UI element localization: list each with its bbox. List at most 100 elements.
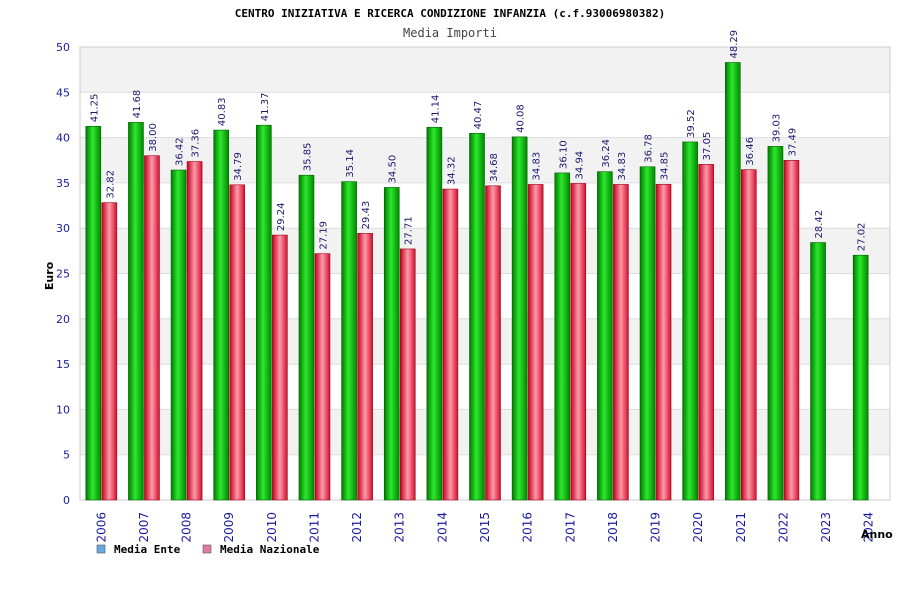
bar-media-ente — [724, 62, 741, 501]
bar-media-nazionale — [229, 184, 246, 501]
bar-media-nazionale — [783, 160, 800, 501]
bar-media-ente — [128, 122, 144, 501]
x-tick-label: 2019 — [649, 512, 663, 543]
bar-value-label: 36.78 — [644, 134, 655, 163]
x-tick-label: 2021 — [734, 512, 748, 543]
bar-value-label: 36.46 — [745, 137, 756, 166]
bar-media-nazionale — [314, 253, 331, 501]
bar-media-ente — [213, 129, 230, 501]
bar-value-label: 34.32 — [446, 156, 457, 185]
x-tick-label: 2009 — [222, 512, 236, 543]
bar-media-ente — [426, 126, 443, 501]
bar-media-ente — [682, 141, 698, 501]
bar-value-label: 35.14 — [345, 149, 356, 178]
bar-media-nazionale — [101, 202, 118, 501]
bar-media-ente — [639, 166, 656, 501]
bar-media-nazionale — [570, 183, 587, 501]
bar-value-label: 37.05 — [702, 132, 713, 161]
bar-value-label: 29.43 — [361, 201, 372, 230]
bar-media-ente — [554, 172, 571, 501]
x-tick-label: 2006 — [94, 512, 108, 543]
grid-band — [80, 47, 890, 93]
x-tick-label: 2016 — [521, 512, 535, 543]
bar-value-label: 34.50 — [388, 155, 399, 184]
bar-value-label: 40.08 — [516, 104, 527, 133]
bar-value-label: 40.47 — [473, 101, 484, 130]
bar-media-nazionale — [613, 184, 629, 501]
bar-media-nazionale — [272, 234, 288, 501]
x-tick-label: 2013 — [393, 512, 407, 543]
bar-media-ente — [767, 146, 784, 501]
bar-value-label: 27.71 — [404, 216, 415, 245]
chart-subtitle: Media Importi — [403, 26, 497, 40]
bar-value-label: 38.00 — [148, 123, 159, 152]
bar-media-ente — [852, 254, 869, 501]
bar-value-label: 32.82 — [105, 170, 116, 199]
y-tick-label: 40 — [56, 132, 70, 145]
y-axis-ticks: 0 5 10 15 20 25 30 35 40 45 50 — [56, 41, 70, 507]
bars: 41.25 32.82 41.68 38.00 36.42 37.36 40.83 34.79… — [85, 30, 869, 501]
x-tick-label: 2008 — [180, 512, 194, 543]
bar-value-label: 35.85 — [302, 143, 313, 172]
bar-media-ente — [469, 133, 485, 501]
legend-swatch — [202, 544, 212, 554]
x-axis-ticks: 2006 2007 2008 2009 2010 2011 2012 2013 2014 2015… — [94, 512, 875, 543]
bar-media-ente — [256, 124, 272, 501]
y-tick-label: 0 — [63, 494, 70, 507]
bar-media-ente — [341, 181, 357, 501]
bar-media-nazionale — [357, 233, 373, 501]
x-tick-label: 2017 — [563, 512, 577, 543]
bar-value-label: 41.37 — [260, 93, 271, 122]
bar-value-label: 40.83 — [217, 97, 228, 126]
plot-frame — [79, 46, 891, 501]
bar-value-label: 39.52 — [686, 109, 697, 138]
bar-value-label: 41.68 — [132, 90, 143, 119]
y-axis-label: Euro — [43, 261, 56, 290]
bar-value-label: 41.25 — [89, 94, 100, 123]
bar-media-nazionale — [655, 183, 672, 501]
x-tick-label: 2015 — [478, 512, 492, 543]
bar-value-label: 39.03 — [771, 114, 782, 143]
bar-media-ente — [810, 242, 826, 501]
bar-media-ente — [170, 169, 187, 501]
bar-media-ente — [298, 174, 315, 501]
legend-swatch — [96, 544, 106, 554]
bar-media-nazionale — [485, 185, 501, 501]
legend-label: Media Ente — [114, 543, 181, 556]
bar-value-label: 28.42 — [814, 210, 825, 239]
x-tick-label: 2012 — [350, 512, 364, 543]
y-tick-label: 25 — [56, 268, 70, 281]
x-tick-label: 2010 — [265, 512, 279, 543]
bar-value-label: 34.85 — [660, 152, 671, 181]
y-tick-label: 10 — [56, 403, 70, 416]
bar-value-label: 41.14 — [430, 95, 441, 124]
x-tick-label: 2014 — [435, 512, 449, 543]
bar-value-label: 37.49 — [787, 128, 798, 157]
bar-value-label: 36.24 — [601, 139, 612, 168]
bar-value-label: 36.42 — [175, 137, 186, 166]
x-tick-label: 2011 — [307, 512, 321, 543]
y-tick-label: 50 — [56, 41, 70, 54]
bar-value-label: 27.02 — [857, 223, 868, 252]
bar-media-ente — [597, 171, 613, 501]
x-tick-label: 2022 — [776, 512, 790, 543]
y-tick-label: 45 — [56, 86, 70, 99]
bar-value-label: 34.83 — [532, 152, 543, 181]
y-tick-label: 30 — [56, 222, 70, 235]
bar-media-nazionale — [527, 184, 544, 501]
x-axis-label: Anno — [861, 528, 893, 541]
bar-media-nazionale — [442, 188, 459, 501]
bar-media-ente — [511, 136, 528, 501]
y-tick-label: 5 — [63, 449, 70, 462]
bar-value-label: 36.10 — [558, 140, 569, 169]
bar-media-nazionale — [186, 161, 203, 501]
bar-value-label: 48.29 — [729, 30, 740, 59]
y-tick-label: 35 — [56, 177, 70, 190]
bar-media-nazionale — [698, 164, 714, 501]
bar-value-label: 34.79 — [233, 152, 244, 181]
x-tick-label: 2020 — [691, 512, 705, 543]
bar-media-nazionale — [144, 155, 160, 501]
x-tick-label: 2018 — [606, 512, 620, 543]
bar-media-nazionale — [740, 169, 757, 501]
